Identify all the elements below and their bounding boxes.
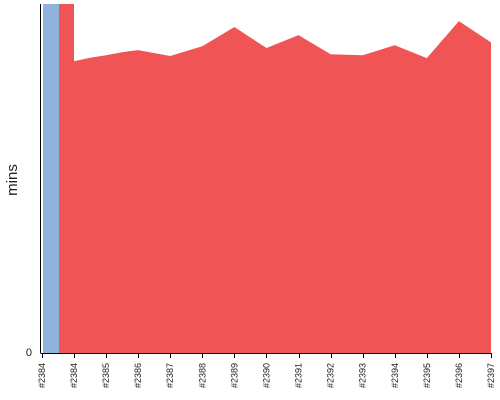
x-tick-label: #2397 [486, 363, 496, 388]
x-tick-label: #2384 [37, 363, 47, 388]
x-tick-label: #2385 [101, 363, 111, 388]
series-1-area [59, 4, 491, 353]
plot-area [43, 4, 491, 353]
y-tick-label: 0 [26, 347, 32, 359]
x-tick-labels: #2384 #2384 #2385 #2386 #2387 #2388 #2389 #2390… [37, 363, 496, 388]
x-tick-label: #2386 [133, 363, 143, 388]
x-tick-label: #2391 [294, 363, 304, 388]
x-tick-label: #2392 [326, 363, 336, 388]
y-axis-label: mins [4, 164, 21, 196]
x-tick-label: #2384 [69, 363, 79, 388]
x-tick-label: #2396 [454, 363, 464, 388]
x-tick-label: #2395 [422, 363, 432, 388]
x-tick-label: #2394 [390, 363, 400, 388]
x-tick-label: #2389 [229, 363, 239, 388]
x-tick-label: #2390 [261, 363, 271, 388]
x-tick-label: #2388 [197, 363, 207, 388]
axes [40, 4, 492, 358]
series-0-area [43, 4, 59, 353]
x-tick-label: #2387 [165, 363, 175, 388]
x-tick-label: #2393 [358, 363, 368, 388]
